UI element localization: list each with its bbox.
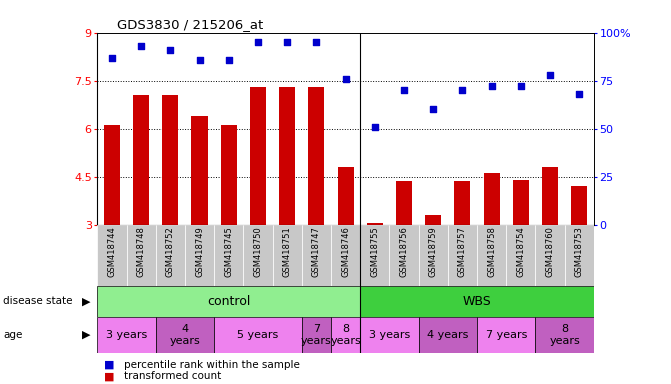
Bar: [419, 317, 477, 353]
Text: 4 years: 4 years: [427, 330, 468, 340]
Text: ■: ■: [104, 371, 115, 381]
Point: [194, 56, 205, 63]
Bar: [338, 167, 354, 225]
Bar: [214, 317, 302, 353]
Text: ▶: ▶: [82, 330, 91, 340]
Bar: [506, 225, 535, 286]
Bar: [185, 225, 214, 286]
Bar: [302, 225, 331, 286]
Point: [340, 76, 351, 82]
Bar: [331, 225, 360, 286]
Point: [545, 72, 556, 78]
Text: GSM418750: GSM418750: [254, 227, 262, 277]
Text: GSM418746: GSM418746: [341, 227, 350, 277]
Bar: [156, 225, 185, 286]
Bar: [250, 87, 266, 225]
Bar: [191, 116, 207, 225]
Bar: [389, 225, 419, 286]
Text: GSM418752: GSM418752: [166, 227, 175, 277]
Bar: [535, 225, 564, 286]
Bar: [97, 225, 127, 286]
Text: 4
years: 4 years: [170, 324, 201, 346]
Text: 5 years: 5 years: [238, 330, 278, 340]
Text: 8
years: 8 years: [550, 324, 580, 346]
Point: [399, 87, 409, 93]
Bar: [454, 182, 470, 225]
Text: GSM418758: GSM418758: [487, 227, 496, 277]
Bar: [477, 225, 506, 286]
Bar: [477, 317, 535, 353]
Bar: [535, 317, 594, 353]
Bar: [542, 167, 558, 225]
Point: [165, 47, 176, 53]
Bar: [360, 225, 389, 286]
Bar: [214, 225, 244, 286]
Bar: [221, 126, 237, 225]
Text: GSM418759: GSM418759: [429, 227, 437, 277]
Point: [107, 55, 117, 61]
Text: ■: ■: [104, 360, 115, 370]
Point: [282, 39, 293, 45]
Bar: [156, 317, 214, 353]
Bar: [360, 286, 594, 317]
Text: GSM418757: GSM418757: [458, 227, 467, 277]
Text: 3 years: 3 years: [369, 330, 410, 340]
Point: [370, 124, 380, 130]
Point: [311, 39, 321, 45]
Text: GSM418756: GSM418756: [399, 227, 409, 277]
Text: 7
years: 7 years: [301, 324, 331, 346]
Text: WBS: WBS: [462, 295, 491, 308]
Bar: [279, 87, 295, 225]
Bar: [97, 317, 156, 353]
Point: [574, 91, 584, 97]
Bar: [244, 225, 272, 286]
Point: [223, 56, 234, 63]
Point: [457, 87, 468, 93]
Text: disease state: disease state: [3, 296, 73, 306]
Text: 7 years: 7 years: [486, 330, 527, 340]
Text: GSM418745: GSM418745: [224, 227, 234, 277]
Bar: [360, 317, 419, 353]
Text: 3 years: 3 years: [106, 330, 147, 340]
Text: GSM418751: GSM418751: [282, 227, 292, 277]
Bar: [564, 225, 594, 286]
Point: [515, 83, 526, 89]
Text: GSM418754: GSM418754: [516, 227, 525, 277]
Text: GSM418749: GSM418749: [195, 227, 204, 277]
Text: GSM418744: GSM418744: [107, 227, 116, 277]
Point: [136, 43, 146, 49]
Text: GSM418747: GSM418747: [312, 227, 321, 277]
Bar: [162, 95, 178, 225]
Bar: [97, 286, 360, 317]
Bar: [425, 215, 442, 225]
Text: GSM418748: GSM418748: [137, 227, 146, 277]
Text: GSM418753: GSM418753: [575, 227, 584, 277]
Bar: [104, 126, 120, 225]
Bar: [513, 180, 529, 225]
Text: percentile rank within the sample: percentile rank within the sample: [124, 360, 300, 370]
Bar: [571, 186, 587, 225]
Point: [486, 83, 497, 89]
Bar: [309, 87, 324, 225]
Bar: [367, 223, 383, 225]
Text: ▶: ▶: [82, 296, 91, 306]
Bar: [127, 225, 156, 286]
Bar: [396, 182, 412, 225]
Bar: [448, 225, 477, 286]
Text: GSM418755: GSM418755: [370, 227, 379, 277]
Text: 8
years: 8 years: [330, 324, 361, 346]
Text: GDS3830 / 215206_at: GDS3830 / 215206_at: [117, 18, 264, 31]
Text: transformed count: transformed count: [124, 371, 221, 381]
Text: control: control: [207, 295, 250, 308]
Bar: [133, 95, 149, 225]
Bar: [331, 317, 360, 353]
Point: [428, 106, 439, 113]
Bar: [419, 225, 448, 286]
Point: [252, 39, 263, 45]
Text: GSM418760: GSM418760: [546, 227, 554, 277]
Bar: [302, 317, 331, 353]
Text: age: age: [3, 330, 23, 340]
Bar: [484, 174, 500, 225]
Bar: [272, 225, 302, 286]
